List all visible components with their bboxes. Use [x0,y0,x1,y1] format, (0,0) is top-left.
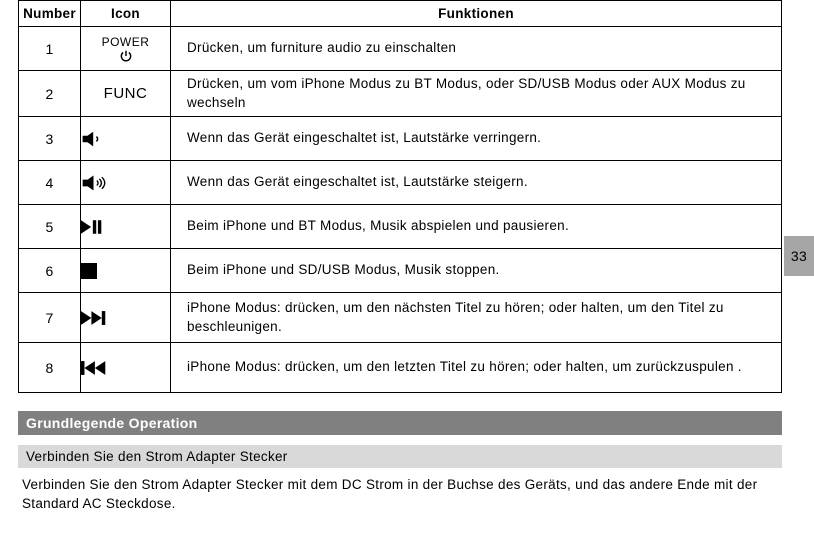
row-func: Beim iPhone und BT Modus, Musik abspiele… [171,205,782,249]
power-label: POWER [102,36,150,48]
functions-table: Number Icon Funktionen 1 POWER [18,0,782,393]
row-icon [81,343,171,393]
row-icon [81,117,171,161]
section-subtitle: Verbinden Sie den Strom Adapter Stecker [18,445,782,468]
row-icon [81,161,171,205]
page-number-badge: 33 [784,236,814,276]
row-icon [81,249,171,293]
stop-icon [81,263,97,279]
volume-down-icon [81,130,107,148]
row-icon [81,205,171,249]
row-func: Wenn das Gerät eingeschaltet ist, Lautst… [171,117,782,161]
row-func: Wenn das Gerät eingeschaltet ist, Lautst… [171,161,782,205]
table-row: 2 FUNC Drücken, um vom iPhone Modus zu B… [19,71,782,117]
section-body: Verbinden Sie den Strom Adapter Stecker … [18,476,782,514]
play-pause-icon [81,219,103,235]
row-number: 1 [19,27,81,71]
next-track-icon [81,310,107,326]
func-label: FUNC [104,85,148,102]
row-number: 2 [19,71,81,117]
row-icon: FUNC [81,71,171,117]
section-title: Grundlegende Operation [18,411,782,435]
table-row: 4 Wenn das Gerät eingeschaltet ist, Laut… [19,161,782,205]
table-row: 3 Wenn das Gerät eingeschaltet ist, Laut… [19,117,782,161]
row-number: 3 [19,117,81,161]
prev-track-icon [81,360,107,376]
row-number: 7 [19,293,81,343]
table-row: 7 iPhone Modus: drücken, um den nächsten… [19,293,782,343]
table-row: 8 iPhone Modus: drücken, um den letzten … [19,343,782,393]
table-row: 5 Beim iPhone und BT Modus, Musik abspie… [19,205,782,249]
row-number: 5 [19,205,81,249]
th-number: Number [19,1,81,27]
row-func: Drücken, um vom iPhone Modus zu BT Modus… [171,71,782,117]
th-icon: Icon [81,1,171,27]
power-icon [119,49,133,63]
table-row: 1 POWER Drücken, um furniture audio zu e… [19,27,782,71]
row-icon: POWER [81,27,171,71]
row-number: 4 [19,161,81,205]
row-func: Drücken, um furniture audio zu einschalt… [171,27,782,71]
th-func: Funktionen [171,1,782,27]
row-func: iPhone Modus: drücken, um den nächsten T… [171,293,782,343]
table-row: 6 Beim iPhone und SD/USB Modus, Musik st… [19,249,782,293]
volume-up-icon [81,174,111,192]
row-func: iPhone Modus: drücken, um den letzten Ti… [171,343,782,393]
row-func: Beim iPhone und SD/USB Modus, Musik stop… [171,249,782,293]
row-icon [81,293,171,343]
row-number: 8 [19,343,81,393]
row-number: 6 [19,249,81,293]
